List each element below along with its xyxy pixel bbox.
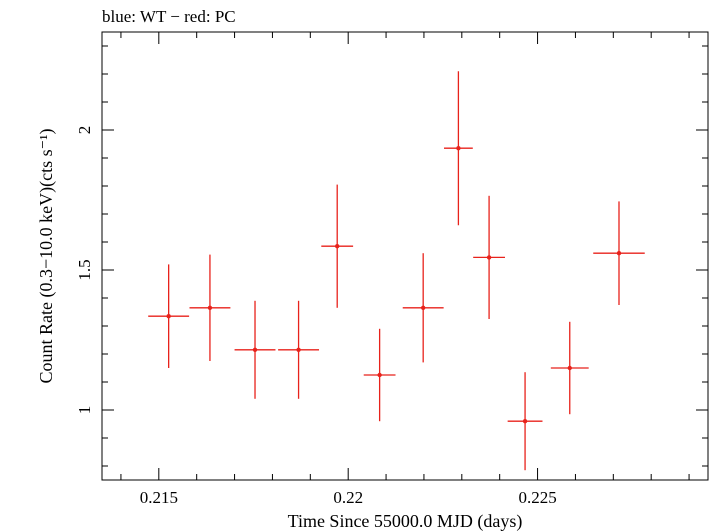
data-point-group — [444, 71, 473, 226]
data-point-marker — [616, 251, 622, 256]
data-point-group — [473, 195, 505, 319]
data-point-marker — [166, 314, 171, 319]
data-point-marker — [567, 365, 572, 371]
data-point-group — [593, 201, 645, 305]
data-point-marker — [296, 347, 301, 352]
data-point-marker — [252, 347, 258, 352]
y-tick-label: 1 — [75, 406, 94, 415]
data-point-group — [148, 264, 190, 368]
data-points — [148, 71, 645, 471]
x-tick-label: 0.215 — [140, 488, 178, 507]
data-point-marker — [207, 305, 213, 310]
y-axis-label: Count Rate (0.3−10.0 keV)(cts s⁻¹) — [36, 128, 57, 383]
data-point-group — [189, 254, 231, 361]
data-point-group — [507, 372, 543, 471]
x-tick-label: 0.22 — [333, 488, 363, 507]
y-tick-label: 1.5 — [75, 259, 94, 280]
y-tick-label: 2 — [75, 126, 94, 135]
data-point-group — [550, 321, 589, 415]
data-point-marker — [486, 255, 492, 260]
data-point-group — [234, 300, 276, 399]
data-point-marker — [335, 244, 340, 249]
data-point-group — [402, 253, 444, 363]
plot-frame — [101, 31, 709, 481]
axis-ticks: 0.215 0.22 0.225 1 1.5 2 — [75, 32, 708, 507]
chart-title: blue: WT − red: PC — [102, 7, 236, 26]
data-point-group — [321, 184, 354, 308]
data-point-group — [363, 328, 396, 422]
data-point-marker — [420, 305, 426, 310]
data-point-group — [278, 300, 320, 399]
data-point-marker — [522, 419, 528, 424]
data-point-marker — [377, 372, 382, 378]
data-point-marker — [456, 146, 461, 151]
x-tick-label: 0.225 — [518, 488, 556, 507]
x-axis-label: Time Since 55000.0 MJD (days) — [288, 511, 523, 532]
